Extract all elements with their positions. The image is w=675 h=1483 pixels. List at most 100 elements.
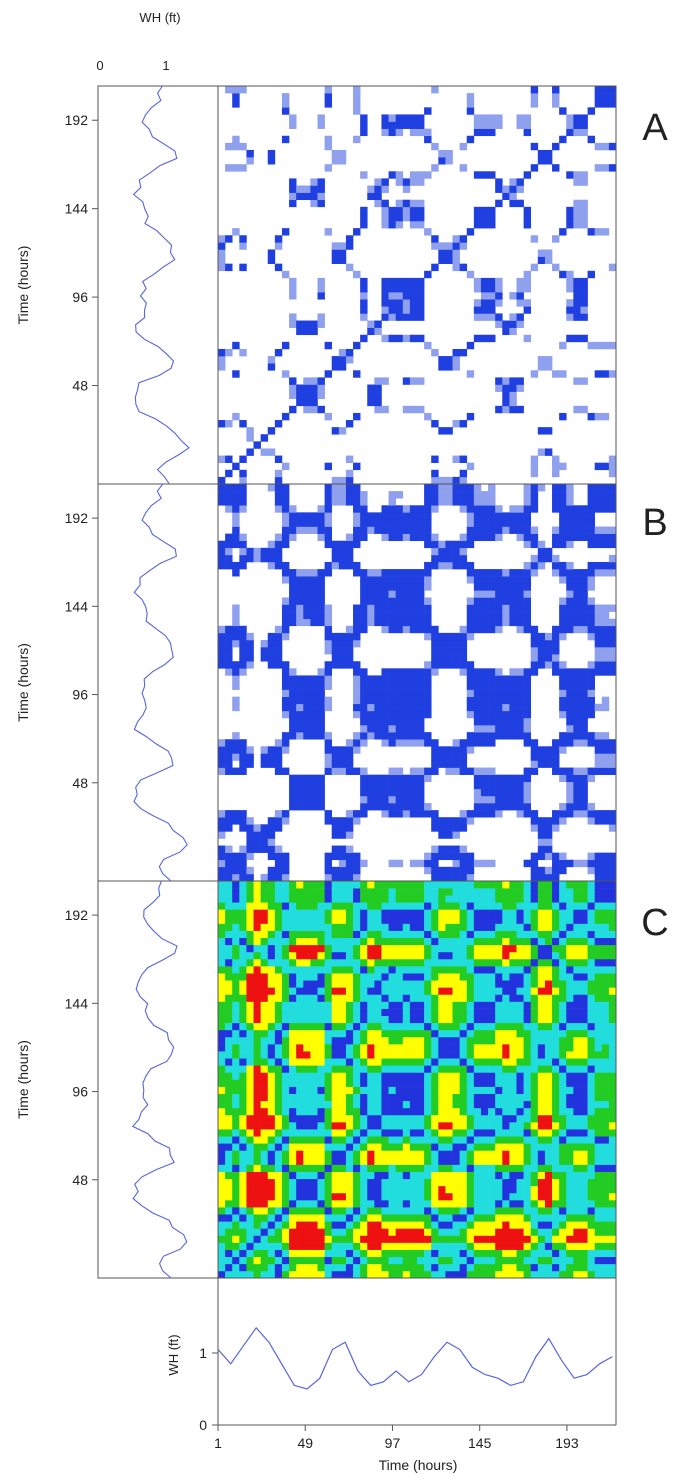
heatmap-cell — [310, 1185, 318, 1194]
heatmap-cell — [246, 554, 254, 563]
heatmap-cell — [488, 292, 496, 300]
heatmap-cell — [601, 228, 610, 236]
heatmap-cell — [381, 1221, 389, 1229]
heatmap-cell — [530, 505, 539, 513]
heatmap-cell — [253, 1008, 261, 1016]
heatmap-cell — [331, 1143, 340, 1151]
heatmap-cell — [537, 647, 546, 655]
heatmap-cell — [452, 1157, 460, 1165]
heatmap-cell — [523, 788, 532, 797]
heatmap-cell — [530, 484, 539, 492]
heatmap-cell — [438, 1200, 446, 1208]
heatmap-cell — [431, 1079, 439, 1087]
heatmap-cell — [303, 1044, 311, 1052]
heatmap-cell — [360, 689, 368, 697]
heatmap-cell — [488, 973, 496, 981]
heatmap-cell — [409, 306, 418, 314]
heatmap-cell — [552, 824, 560, 832]
heatmap-cell — [409, 881, 418, 889]
heatmap-cell — [310, 1044, 318, 1052]
heatmap-cell — [459, 533, 468, 542]
heatmap-cell — [331, 1185, 340, 1194]
heatmap-cell — [523, 951, 532, 960]
heatmap-cell — [388, 1178, 396, 1187]
heatmap-cell — [544, 1185, 553, 1194]
heatmap-cell — [303, 320, 311, 328]
heatmap-cell — [246, 149, 254, 158]
heatmap-cell — [353, 1214, 361, 1222]
heatmap-cell — [218, 1228, 226, 1236]
heatmap-cell — [381, 696, 389, 705]
heatmap-cell — [417, 717, 425, 726]
heatmap-cell — [587, 505, 595, 513]
heatmap-cell — [523, 604, 532, 612]
heatmap-cell — [338, 1100, 347, 1109]
heatmap-cell — [509, 199, 517, 208]
heatmap-cell — [402, 1072, 411, 1080]
heatmap-cell — [566, 569, 574, 577]
heatmap-cell — [232, 703, 240, 712]
heatmap-cell — [480, 1072, 489, 1080]
top-wh-axis-label: WH (ft) — [139, 10, 180, 25]
heatmap-cell — [324, 462, 333, 471]
heatmap-cell — [303, 1207, 311, 1215]
heatmap-cell — [480, 973, 489, 981]
heatmap-cell — [452, 1221, 460, 1229]
heatmap-cell — [388, 682, 396, 690]
heatmap-cell — [544, 930, 553, 939]
heatmap-cell — [459, 661, 468, 669]
heatmap-cell — [310, 1270, 318, 1279]
heatmap-cell — [232, 142, 240, 151]
heatmap-cell — [559, 228, 567, 236]
heatmap-cell — [495, 810, 503, 818]
heatmap-cell — [473, 498, 482, 506]
heatmap-cell — [502, 1263, 510, 1272]
heatmap-cell — [438, 866, 446, 875]
heatmap-cell — [331, 980, 340, 988]
heatmap-cell — [530, 1214, 539, 1222]
heatmap-cell — [324, 767, 333, 775]
heatmap-cell — [289, 987, 297, 995]
heatmap-cell — [480, 604, 489, 612]
heatmap-cell — [601, 569, 610, 577]
heatmap-cell — [218, 1093, 226, 1102]
heatmap-cell — [537, 540, 546, 549]
heatmap-cell — [452, 1178, 460, 1187]
heatmap-cell — [253, 1079, 261, 1087]
heatmap-cell — [381, 1015, 389, 1024]
heatmap-b — [218, 484, 617, 882]
heatmap-cell — [544, 958, 553, 967]
heatmap-cell — [466, 703, 475, 712]
heatmap-cell — [530, 1093, 539, 1102]
heatmap-cell — [267, 1093, 276, 1102]
heatmap-cell — [303, 377, 311, 385]
heatmap-cell — [353, 1093, 361, 1102]
heatmap-cell — [417, 1178, 425, 1187]
heatmap-cell — [509, 590, 517, 598]
heatmap-cell — [303, 710, 311, 719]
heatmap-cell — [388, 1122, 396, 1130]
heatmap-cell — [601, 654, 610, 662]
heatmap-cell — [502, 1051, 510, 1059]
heatmap-cell — [303, 1185, 311, 1194]
heatmap-cell — [495, 1200, 503, 1208]
heatmap-cell — [573, 569, 581, 577]
heatmap-cell — [608, 484, 617, 492]
heatmap-cell — [573, 703, 581, 712]
heatmap-cell — [324, 852, 333, 861]
heatmap-cell — [381, 774, 389, 783]
heatmap-cell — [573, 213, 581, 222]
heatmap-cell — [516, 973, 524, 981]
heatmap-cell — [281, 526, 290, 534]
heatmap-cell — [417, 299, 425, 307]
heatmap-cell — [580, 597, 588, 605]
heatmap-cell — [608, 810, 617, 818]
heatmap-cell — [310, 951, 318, 960]
heatmap-cell — [566, 717, 574, 726]
heatmap-cell — [559, 1143, 567, 1151]
heatmap-cell — [367, 519, 375, 527]
heatmap-cell — [473, 973, 482, 981]
heatmap-cell — [310, 895, 318, 903]
heatmap-cell — [381, 1178, 389, 1187]
heatmap-cell — [452, 256, 460, 264]
